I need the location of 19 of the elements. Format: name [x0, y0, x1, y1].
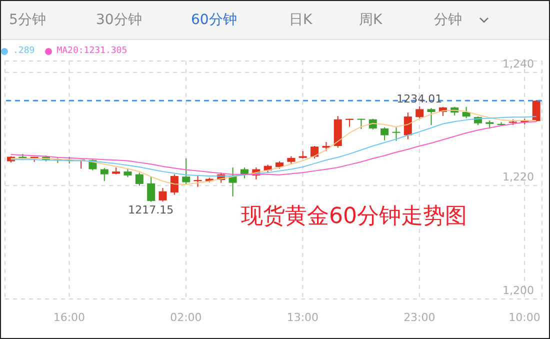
x-tick-label: 16:00 [53, 310, 86, 324]
text: 60分钟 [191, 11, 237, 29]
x-tick-label: 13:00 [286, 310, 319, 324]
annotation: 1217.15 [128, 204, 174, 217]
y-tick-label: 1,240 [502, 57, 534, 70]
legend-label: .289 [12, 46, 35, 56]
legend-label: MA20:1231.305 [56, 46, 128, 56]
text: 30分钟 [96, 11, 142, 29]
x-tick-label: 02:00 [170, 310, 202, 324]
text: 周K [359, 11, 382, 29]
text: 日K [289, 11, 312, 29]
x-tick-label: 10:00 [508, 310, 540, 324]
text: 5分钟 [9, 11, 46, 29]
annotation: 1234.01 [396, 92, 442, 106]
y-tick-label: 1,200 [502, 284, 534, 297]
y-tick-label: 1,220 [502, 170, 534, 184]
text: 现货黄金60分钟走势图 [241, 203, 467, 231]
text: 分钟 [434, 11, 462, 29]
x-tick-label: 23:00 [404, 310, 436, 324]
